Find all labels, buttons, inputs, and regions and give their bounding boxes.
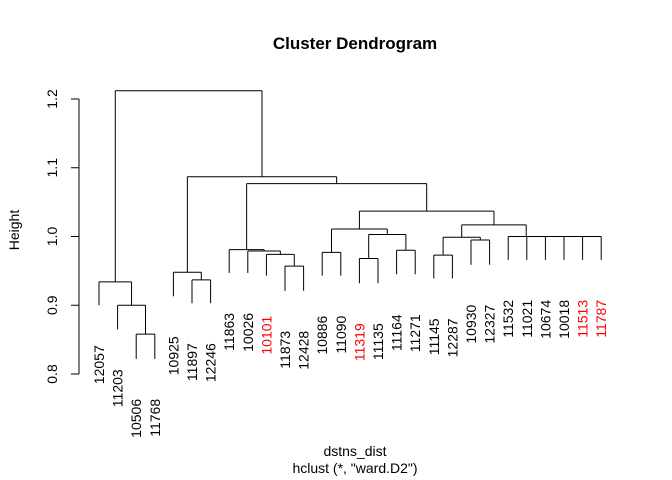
leaf-label: 12327 <box>482 304 498 343</box>
leaf-label: 11787 <box>593 300 609 338</box>
leaf-label: 12287 <box>444 318 460 357</box>
y-tick-label: 1.0 <box>44 227 60 247</box>
leaf-label: 11768 <box>147 399 163 437</box>
y-axis: 0.8 0.9 1.0 1.1 1.2 <box>44 89 80 384</box>
leaf-label: 11145 <box>426 318 442 355</box>
leaf-label: 11090 <box>333 315 349 353</box>
y-axis-label: Height <box>6 210 22 251</box>
leaf-label: 11873 <box>277 331 293 369</box>
y-tick-label: 1.1 <box>44 158 60 178</box>
leaf-label: 12246 <box>203 343 219 382</box>
leaf-label: 11135 <box>370 323 386 360</box>
leaf-label: 11863 <box>221 313 237 351</box>
leaf-label: 10674 <box>537 300 553 339</box>
leaf-label: 10026 <box>240 313 256 352</box>
leaf-label: 10930 <box>463 304 479 343</box>
leaf-label: 10101 <box>258 315 274 354</box>
method-sublabel: hclust (*, "ward.D2") <box>292 460 417 476</box>
leaf-label: 11271 <box>407 314 423 352</box>
leaf-label: 11319 <box>351 323 367 361</box>
leaf-label: 10506 <box>128 399 144 438</box>
x-axis-label: dstns_dist <box>323 443 386 459</box>
leaf-label: 10018 <box>556 300 572 339</box>
y-tick-label: 0.8 <box>44 364 60 384</box>
leaf-label: 11164 <box>389 314 405 351</box>
leaf-label: 10886 <box>314 315 330 354</box>
y-tick-label: 1.2 <box>44 89 60 109</box>
leaf-label: 11203 <box>110 369 126 407</box>
leaf-label: 11897 <box>184 343 200 381</box>
leaf-label: 11021 <box>519 300 535 338</box>
y-tick-label: 0.9 <box>44 295 60 315</box>
leaf-label: 11513 <box>575 300 591 338</box>
leaf-label: 10925 <box>165 336 181 375</box>
leaf-label: 12428 <box>296 331 312 370</box>
leaf-label: 12057 <box>91 345 107 384</box>
chart-title: Cluster Dendrogram <box>273 34 437 53</box>
dendrogram-branches <box>98 90 602 359</box>
leaf-label: 11532 <box>500 300 516 338</box>
